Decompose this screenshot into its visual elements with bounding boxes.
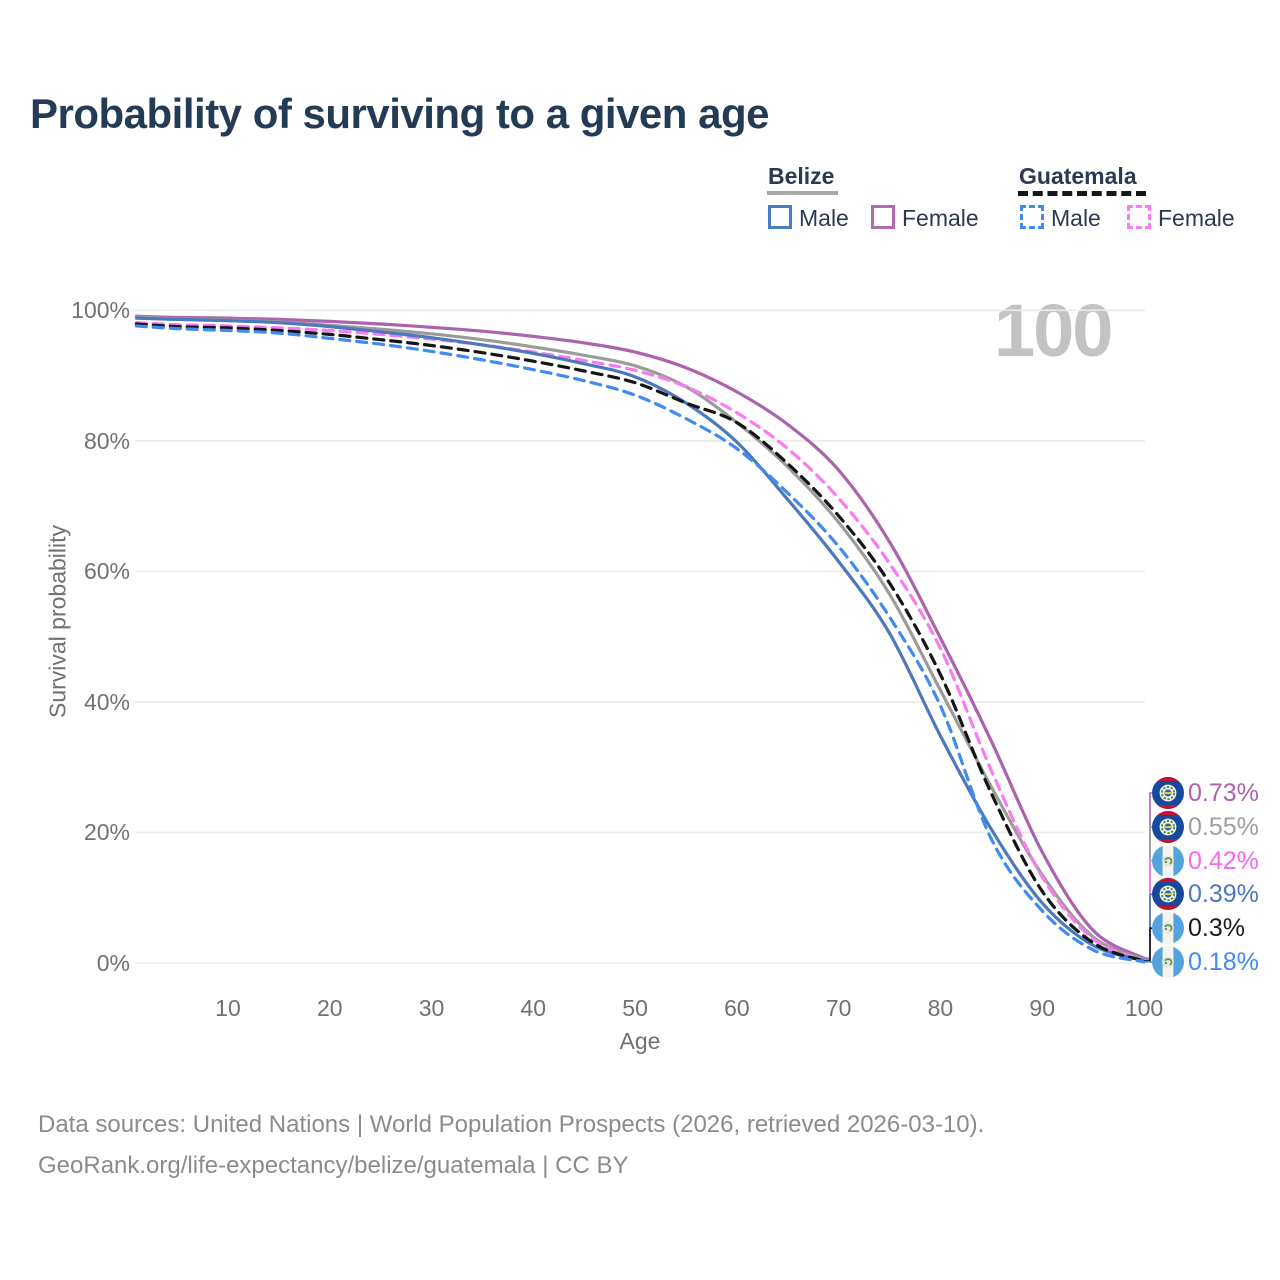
- legend-item-belize-female[interactable]: Female: [902, 205, 979, 231]
- legend-swatch-guatemala-female[interactable]: [1127, 205, 1151, 229]
- end-value-guatemala-both-sexes: 0.3%: [1188, 914, 1245, 943]
- legend-swatch-guatemala-male[interactable]: [1020, 205, 1044, 229]
- x-tick-100: 100: [1124, 995, 1164, 1021]
- data-source-line-2: GeoRank.org/life-expectancy/belize/guate…: [38, 1152, 629, 1179]
- curve-belize-both-sexes[interactable]: [134, 315, 1146, 961]
- end-value-guatemala-male: 0.18%: [1188, 948, 1259, 976]
- belize-flag-icon: [1152, 878, 1184, 911]
- x-tick-90: 90: [1029, 995, 1056, 1021]
- legend-item-guatemala-male[interactable]: Male: [1051, 205, 1101, 231]
- x-tick-40: 40: [520, 995, 547, 1021]
- end-value-belize-both-sexes: 0.55%: [1188, 812, 1259, 841]
- guatemala-flag-icon: [1152, 946, 1184, 978]
- data-source-line-1: Data sources: United Nations | World Pop…: [38, 1111, 985, 1138]
- guatemala-flag-icon: [1152, 844, 1184, 877]
- x-tick-20: 20: [316, 995, 343, 1021]
- y-tick-80%: 80%: [83, 427, 130, 454]
- curve-belize-male[interactable]: [134, 316, 1146, 963]
- legend-underline-belize: [767, 191, 838, 195]
- y-axis-title: Survival probability: [44, 524, 71, 719]
- y-tick-60%: 60%: [83, 558, 130, 585]
- x-axis-title: Age: [619, 1028, 661, 1054]
- x-tick-60: 60: [724, 995, 750, 1021]
- x-tick-70: 70: [825, 995, 852, 1021]
- x-tick-10: 10: [215, 995, 241, 1021]
- y-tick-100%: 100%: [71, 297, 130, 324]
- curve-guatemala-male[interactable]: [134, 324, 1146, 964]
- legend-swatch-belize-male[interactable]: [768, 205, 792, 229]
- end-value-belize-male: 0.39%: [1188, 880, 1259, 909]
- guatemala-flag: [1152, 946, 1184, 978]
- y-tick-20%: 20%: [83, 819, 130, 846]
- legend-country-belize[interactable]: Belize: [768, 163, 835, 189]
- data-source-note: Data sources: United Nations | World Pop…: [38, 1104, 984, 1186]
- legend-item-belize-male[interactable]: Male: [799, 205, 849, 231]
- curve-guatemala-both-sexes[interactable]: [134, 322, 1146, 963]
- legend-item-guatemala-female[interactable]: Female: [1158, 205, 1235, 231]
- legend-swatch-belize-female[interactable]: [871, 205, 895, 229]
- belize-flag-icon: [1152, 810, 1184, 843]
- x-tick-30: 30: [418, 995, 445, 1021]
- legend-country-guatemala[interactable]: Guatemala: [1019, 163, 1137, 189]
- page-title: Probability of surviving to a given age: [30, 90, 769, 137]
- guatemala-flag: [1152, 912, 1184, 945]
- guatemala-flag: [1152, 844, 1184, 877]
- curve-belize-female[interactable]: [134, 314, 1146, 960]
- belize-flag: [1152, 777, 1184, 809]
- belize-flag-icon: [1152, 777, 1184, 809]
- belize-flag: [1152, 810, 1184, 843]
- guatemala-flag-icon: [1152, 912, 1184, 945]
- end-value-belize-female: 0.73%: [1188, 779, 1259, 807]
- y-tick-0%: 0%: [96, 950, 130, 976]
- legend-underline-guatemala: [1018, 191, 1146, 196]
- x-tick-80: 80: [927, 995, 954, 1021]
- age-watermark: 100: [994, 289, 1113, 372]
- belize-flag: [1152, 878, 1184, 911]
- y-tick-40%: 40%: [83, 688, 130, 715]
- curve-guatemala-female[interactable]: [134, 321, 1146, 962]
- end-value-guatemala-female: 0.42%: [1188, 846, 1259, 875]
- x-tick-50: 50: [622, 995, 648, 1021]
